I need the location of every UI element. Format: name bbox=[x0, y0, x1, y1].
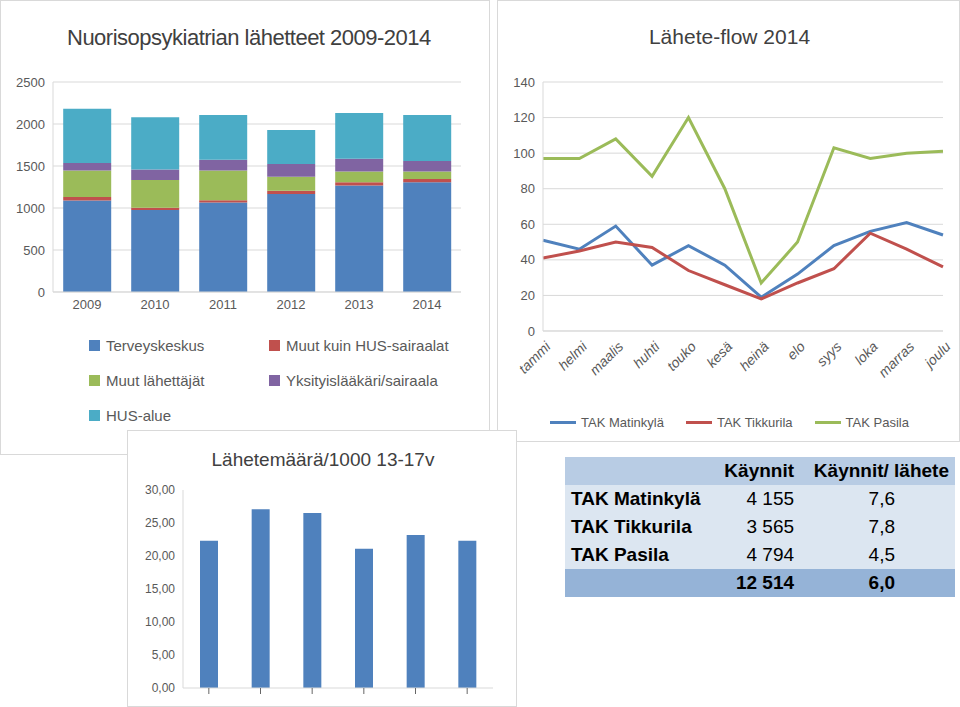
html-text:7,8: 7,8 bbox=[868, 516, 895, 537]
svg-text:2500: 2500 bbox=[16, 75, 45, 90]
svg-text:1500: 1500 bbox=[16, 159, 45, 174]
html-text:12 514: 12 514 bbox=[735, 572, 794, 593]
svg-text:0: 0 bbox=[38, 285, 45, 300]
svg-text:25,00: 25,00 bbox=[145, 516, 175, 530]
svg-text:elo: elo bbox=[784, 338, 809, 363]
html-text:TAK Pasila: TAK Pasila bbox=[571, 544, 669, 565]
svg-text:0,00: 0,00 bbox=[152, 681, 176, 695]
svg-text:kesä: kesä bbox=[703, 338, 735, 370]
svg-text:huhti: huhti bbox=[630, 338, 663, 371]
html-text:Lähetemäärä/1000 13-17v: Lähetemäärä/1000 13-17v bbox=[211, 449, 435, 470]
svg-text:2010: 2010 bbox=[141, 297, 170, 312]
html-text:Muut lähettäjät: Muut lähettäjät bbox=[106, 372, 205, 389]
svg-text:marras: marras bbox=[875, 338, 917, 380]
html-text:4,5: 4,5 bbox=[868, 544, 895, 565]
html-text:Nuorisopsykiatrian lähetteet 2: Nuorisopsykiatrian lähetteet 2009-2014 bbox=[67, 25, 431, 50]
svg-text:helmi: helmi bbox=[555, 338, 591, 374]
svg-text:syys: syys bbox=[813, 338, 844, 369]
html-text:Muut kuin HUS-sairaalat: Muut kuin HUS-sairaalat bbox=[286, 337, 449, 354]
html-text:Käynnit/ lähete: Käynnit/ lähete bbox=[813, 460, 949, 481]
svg-text:tammi: tammi bbox=[515, 338, 554, 377]
svg-text:0: 0 bbox=[528, 324, 535, 339]
html-text:Yksityislääkäri/sairaala: Yksityislääkäri/sairaala bbox=[286, 372, 438, 389]
svg-text:2011: 2011 bbox=[209, 297, 237, 312]
html-text:4 794: 4 794 bbox=[746, 544, 794, 565]
svg-text:60: 60 bbox=[521, 217, 535, 232]
svg-text:100: 100 bbox=[513, 146, 535, 161]
html-text:Terveyskeskus: Terveyskeskus bbox=[106, 337, 205, 354]
html-text:HUS-alue: HUS-alue bbox=[106, 407, 171, 424]
html-text:7,6: 7,6 bbox=[868, 488, 895, 509]
svg-text:1000: 1000 bbox=[16, 201, 45, 216]
html-text:3 565: 3 565 bbox=[746, 516, 794, 537]
html-text:TAK Matinkylä: TAK Matinkylä bbox=[571, 488, 701, 509]
svg-text:80: 80 bbox=[521, 181, 535, 196]
html-text:TAK Tikkurila: TAK Tikkurila bbox=[716, 415, 793, 430]
svg-text:2014: 2014 bbox=[413, 297, 442, 312]
svg-text:30,00: 30,00 bbox=[145, 483, 175, 497]
svg-text:40: 40 bbox=[521, 252, 535, 267]
svg-text:2009: 2009 bbox=[73, 297, 102, 312]
svg-text:5,00: 5,00 bbox=[152, 648, 176, 662]
svg-text:heinä: heinä bbox=[736, 338, 772, 374]
html-text:TAK Matinkylä: TAK Matinkylä bbox=[581, 415, 664, 430]
html-text:Käynnit: Käynnit bbox=[724, 460, 794, 481]
svg-text:loka: loka bbox=[851, 338, 881, 368]
html-text:6,0: 6,0 bbox=[868, 572, 895, 593]
html-text:TAK Tikkurila: TAK Tikkurila bbox=[571, 516, 692, 537]
svg-text:joulu: joulu bbox=[920, 338, 952, 372]
svg-text:10,00: 10,00 bbox=[145, 615, 175, 629]
svg-text:120: 120 bbox=[513, 110, 535, 125]
svg-text:maalis: maalis bbox=[586, 338, 626, 378]
svg-text:2012: 2012 bbox=[277, 297, 306, 312]
svg-text:2000: 2000 bbox=[16, 117, 45, 132]
html-text:4 155: 4 155 bbox=[746, 488, 794, 509]
html-text:Lähete-flow 2014: Lähete-flow 2014 bbox=[648, 25, 811, 48]
svg-text:2013: 2013 bbox=[345, 297, 374, 312]
svg-text:20,00: 20,00 bbox=[145, 549, 175, 563]
svg-text:touko: touko bbox=[664, 338, 700, 374]
html-text:TAK Pasila: TAK Pasila bbox=[845, 415, 909, 430]
svg-text:20: 20 bbox=[521, 288, 535, 303]
svg-text:15,00: 15,00 bbox=[145, 582, 175, 596]
svg-text:140: 140 bbox=[513, 75, 535, 90]
svg-text:500: 500 bbox=[23, 243, 45, 258]
